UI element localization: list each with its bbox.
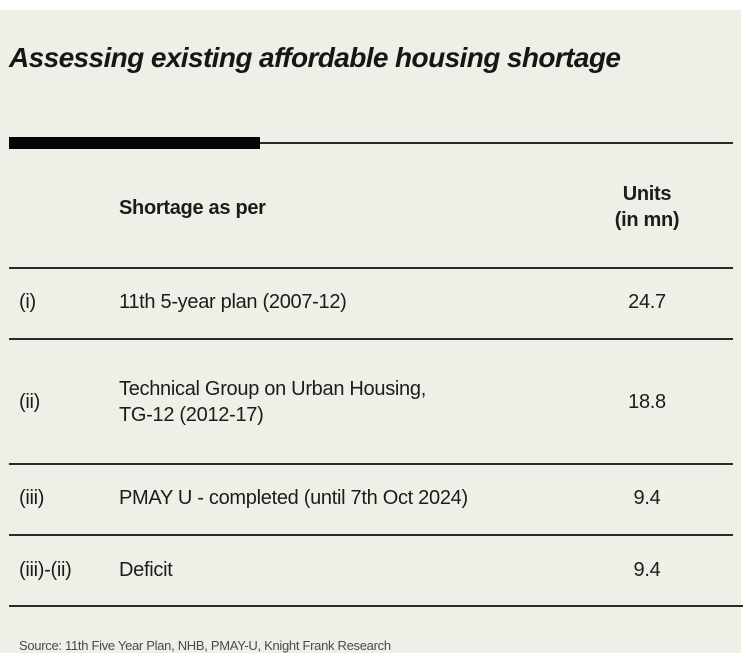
row-divider: [9, 338, 733, 340]
row-index: (ii): [19, 391, 41, 413]
source-note: Source: 11th Five Year Plan, NHB, PMAY-U…: [19, 638, 391, 653]
row-divider: [9, 534, 733, 536]
row-index: (iii): [19, 487, 45, 509]
row-value: 24.7: [628, 291, 666, 313]
title-accent-bar: [9, 137, 260, 149]
row-label: PMAY U - completed (until 7th Oct 2024): [119, 487, 468, 509]
row-index: (i): [19, 291, 36, 313]
header-units-line2: (in mn): [614, 209, 680, 231]
row-value: 18.8: [628, 391, 666, 413]
row-divider: [9, 605, 743, 607]
page-title: Assessing existing affordable housing sh…: [9, 42, 621, 73]
row-divider: [9, 267, 733, 269]
table-panel: [0, 10, 741, 653]
header-shortage-as-per: Shortage as per: [119, 197, 266, 219]
row-value: 9.4: [633, 487, 661, 509]
row-label: Deficit: [119, 559, 173, 581]
row-label-line2: TG-12 (2012-17): [119, 404, 264, 426]
row-label: 11th 5-year plan (2007-12): [119, 291, 347, 313]
row-label-line1: Technical Group on Urban Housing,: [119, 378, 426, 400]
row-index: (iii)-(ii): [19, 559, 72, 581]
title-rule: [9, 142, 733, 144]
header-units: Units (in mn): [597, 181, 697, 233]
row-divider: [9, 463, 733, 465]
row-label: Technical Group on Urban Housing, TG-12 …: [119, 376, 426, 428]
row-value: 9.4: [633, 559, 661, 581]
header-units-line1: Units: [622, 183, 672, 205]
